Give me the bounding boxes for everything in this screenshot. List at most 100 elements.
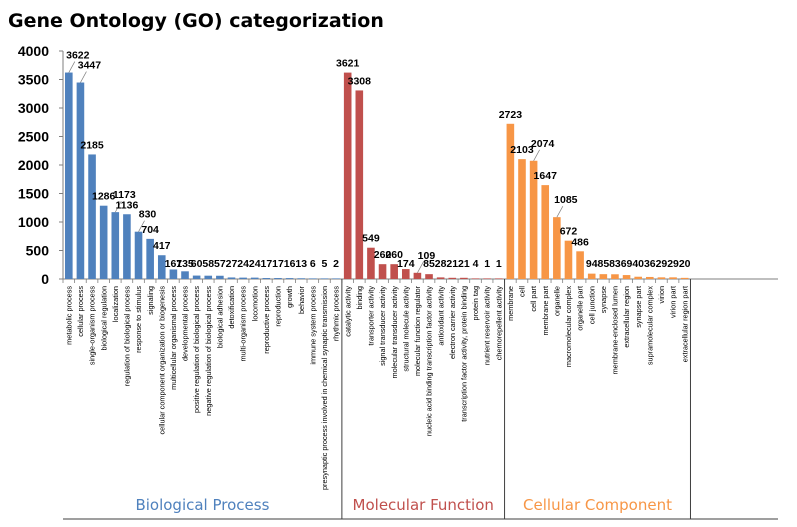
value-label: 3308	[348, 75, 372, 87]
value-label: 40	[632, 258, 644, 270]
value-label: 24	[237, 258, 249, 270]
category-label: chemorepellent activity	[494, 286, 503, 361]
bar-cellular-component-6	[576, 251, 584, 279]
value-label: 672	[560, 226, 578, 238]
bar-biological-process-6	[134, 231, 143, 279]
value-label: 167	[165, 258, 183, 270]
value-label: 21	[458, 258, 470, 270]
y-tick-label: 3500	[18, 72, 49, 88]
bar-biological-process-11	[192, 275, 201, 279]
category-label: virion	[657, 286, 666, 303]
value-label: 2074	[531, 138, 555, 150]
value-label: 36	[644, 258, 656, 270]
category-label: membrane part	[541, 286, 550, 335]
value-label: 3622	[66, 50, 90, 62]
category-label: biological adhesion	[215, 286, 224, 348]
bar-molecular-function-3	[378, 264, 387, 279]
bar-molecular-function-13	[494, 278, 503, 279]
value-label: 1173	[113, 189, 136, 201]
y-tick-label: 2500	[18, 129, 49, 145]
bar-biological-process-2	[88, 154, 96, 279]
bar-cellular-component-7	[587, 273, 596, 279]
value-leader-line	[556, 205, 564, 218]
category-label: cellular component organization or bioge…	[157, 286, 166, 435]
bar-biological-process-16	[250, 277, 259, 279]
bar-cellular-component-13	[657, 277, 666, 279]
category-label: protein tag	[471, 286, 480, 320]
category-label: organelle part	[576, 286, 585, 331]
bar-molecular-function-6	[413, 272, 422, 279]
category-label: organelle	[552, 286, 561, 316]
bar-biological-process-15	[239, 277, 247, 279]
y-tick-label: 2000	[18, 157, 49, 173]
value-leader-line	[114, 200, 122, 213]
bar-molecular-function-10	[460, 277, 468, 279]
value-label: 3447	[78, 60, 102, 72]
category-label: reproduction	[274, 286, 283, 327]
value-label: 28	[435, 258, 447, 270]
value-label: 4	[473, 258, 479, 270]
category-label: regulation of biological process	[123, 286, 132, 387]
bar-biological-process-14	[227, 277, 236, 279]
category-label: membrane-enclosed lumen	[611, 286, 620, 374]
value-label: 29	[667, 258, 679, 270]
bar-biological-process-23	[332, 278, 340, 279]
category-label: membrane	[506, 286, 515, 321]
value-label: 69	[621, 258, 633, 270]
value-leader-line	[533, 149, 540, 161]
value-label: 24	[249, 258, 261, 270]
value-label: 1085	[554, 194, 578, 206]
category-label: molecular function regulator	[413, 285, 422, 376]
value-label: 417	[153, 240, 171, 252]
category-label: catalytic activity	[343, 286, 352, 337]
bar-cellular-component-15	[680, 277, 689, 279]
bar-biological-process-22	[320, 278, 329, 279]
value-label: 83	[609, 258, 621, 270]
value-label: 1	[484, 258, 490, 270]
y-tick-label: 1500	[18, 186, 49, 202]
category-label: cell junction	[587, 286, 596, 324]
value-leader-line	[80, 71, 87, 83]
value-label: 135	[176, 258, 194, 270]
bar-cellular-component-11	[634, 276, 642, 279]
value-label: 174	[397, 258, 415, 270]
bar-molecular-function-11	[471, 278, 480, 279]
category-label: multicellular organismal process	[169, 286, 178, 390]
bar-molecular-function-8	[436, 277, 445, 279]
category-label: metabolic process	[64, 286, 73, 345]
bar-molecular-function-0	[343, 72, 352, 279]
bar-cellular-component-14	[669, 277, 677, 279]
bar-cellular-component-9	[611, 274, 619, 279]
bar-molecular-function-1	[355, 90, 364, 279]
chart-title: Gene Ontology (GO) categorization	[8, 10, 384, 32]
category-label: transporter activity	[367, 286, 376, 346]
category-label: antioxidant activity	[436, 286, 445, 346]
bar-biological-process-13	[216, 275, 224, 279]
value-label: 1	[496, 258, 502, 270]
bar-cellular-component-3	[541, 185, 550, 279]
bar-molecular-function-5	[401, 269, 410, 279]
value-leader-line	[68, 61, 76, 73]
value-label: 16	[284, 258, 296, 270]
value-label: 2103	[510, 144, 534, 156]
bar-biological-process-0	[65, 72, 73, 279]
value-label: 486	[571, 236, 589, 248]
value-label: 830	[139, 209, 157, 221]
category-label: synapse part	[634, 286, 643, 328]
value-labels: 3622344721851286117311368307044171671356…	[66, 50, 691, 273]
value-label: 94	[586, 258, 598, 270]
category-label: multi-organism process	[239, 286, 248, 362]
category-label: nucleic acid binding transcription facto…	[425, 286, 434, 436]
value-label: 260	[374, 249, 392, 261]
bar-molecular-function-2	[367, 247, 375, 279]
value-label: 704	[141, 224, 159, 236]
category-label: extracellular region	[622, 286, 631, 348]
category-label: localization	[111, 286, 120, 322]
value-label: 3621	[336, 58, 360, 70]
bar-biological-process-12	[204, 275, 213, 279]
category-label: immune system process	[308, 286, 317, 365]
bar-cellular-component-4	[553, 217, 561, 279]
bar-biological-process-19	[285, 278, 294, 279]
y-tick-label: 1000	[18, 214, 49, 230]
value-label: 17	[261, 258, 273, 270]
